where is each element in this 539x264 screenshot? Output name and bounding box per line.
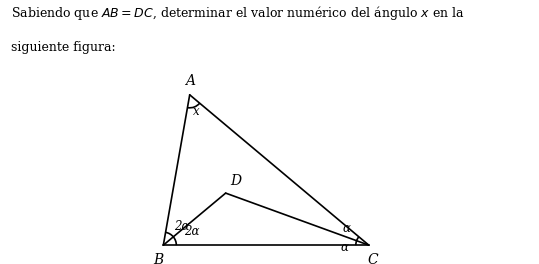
Text: 2α: 2α xyxy=(184,225,199,238)
Text: α: α xyxy=(340,242,348,254)
Text: C: C xyxy=(368,253,378,264)
Text: B: B xyxy=(153,253,163,264)
Text: D: D xyxy=(230,174,241,188)
Text: Sabiendo que $AB = DC$, determinar el valor numérico del ángulo $x$ en la: Sabiendo que $AB = DC$, determinar el va… xyxy=(11,4,465,22)
Text: x: x xyxy=(193,105,199,118)
Text: A: A xyxy=(185,74,195,88)
Text: α: α xyxy=(343,221,350,234)
Text: siguiente figura:: siguiente figura: xyxy=(11,41,115,54)
Text: 2α: 2α xyxy=(174,220,189,233)
